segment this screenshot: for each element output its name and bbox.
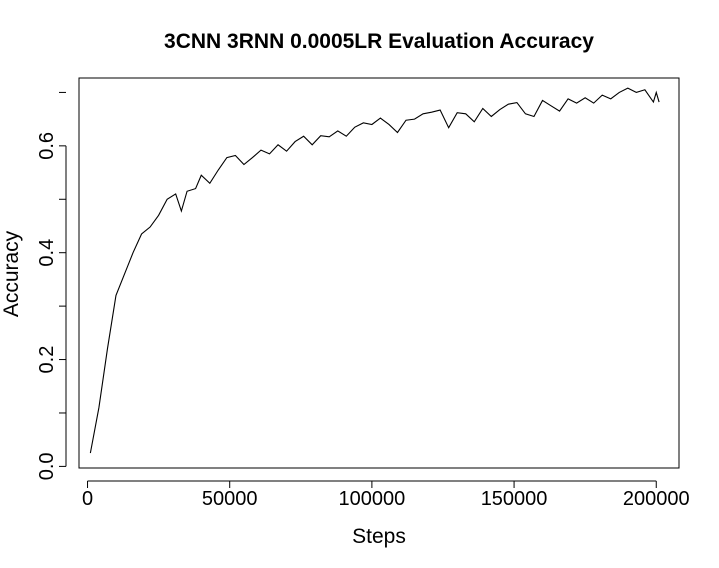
- y-axis: 0.0 0.2 0.4 0.6: [36, 91, 67, 480]
- series-line-0: [89, 87, 660, 454]
- y-tick-label: 0.2: [36, 346, 58, 374]
- x-tick-label: 50000: [202, 488, 258, 510]
- x-tick-label: 100000: [339, 488, 406, 510]
- y-tick-label: 0.4: [36, 239, 58, 267]
- x-axis-label: Steps: [352, 525, 406, 548]
- y-tick-label: 0.0: [36, 452, 58, 480]
- plot-frame: [78, 77, 680, 469]
- x-tick-label: 0: [82, 488, 93, 510]
- y-axis-label: Accuracy: [0, 230, 23, 317]
- chart-title: 3CNN 3RNN 0.0005LR Evaluation Accuracy: [164, 30, 594, 53]
- x-axis: 0 50000 100000 150000 200000: [82, 480, 690, 510]
- series-layer: [89, 87, 660, 454]
- x-tick-label: 150000: [481, 488, 548, 510]
- y-tick-label: 0.6: [36, 132, 58, 160]
- x-tick-label: 200000: [623, 488, 690, 510]
